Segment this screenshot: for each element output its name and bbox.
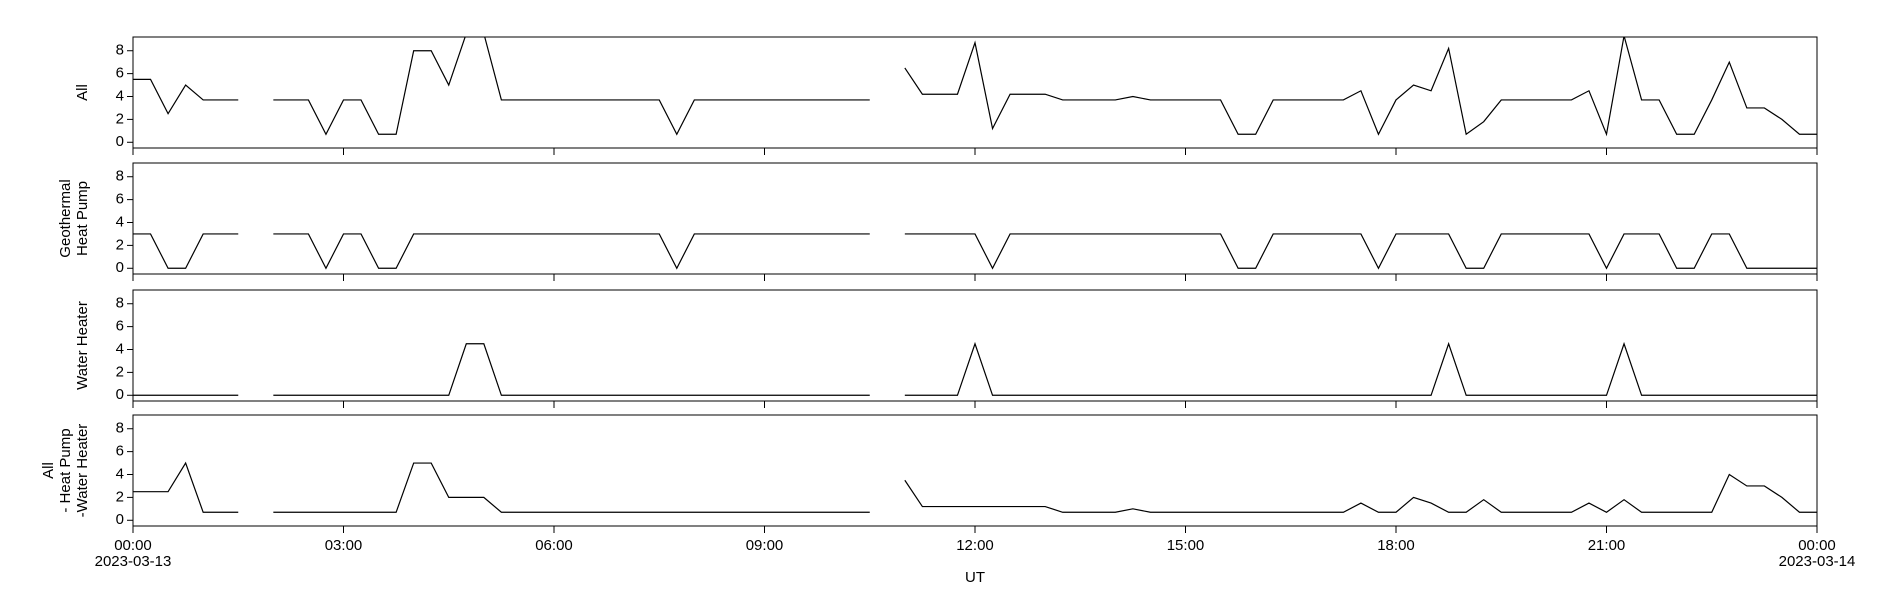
data-line bbox=[133, 233, 1817, 270]
y-tick-label: 0 bbox=[116, 259, 124, 276]
y-tick-label: 2 bbox=[116, 363, 124, 380]
x-tick-label: 15:00 bbox=[1167, 537, 1205, 554]
y-tick-label: 4 bbox=[116, 87, 124, 104]
y-axis-label: All bbox=[74, 84, 91, 101]
x-tick-label: 06:00 bbox=[535, 537, 573, 554]
data-line bbox=[133, 37, 1817, 137]
y-tick-label: 2 bbox=[116, 488, 124, 505]
y-tick-label: 8 bbox=[116, 420, 124, 437]
y-axis-label: Water Heater bbox=[74, 301, 91, 390]
y-tick-label: 4 bbox=[116, 213, 124, 230]
y-axis-label: - Heat Pump bbox=[57, 428, 74, 512]
y-axis-label: Geothermal bbox=[57, 179, 74, 257]
y-tick-label: 8 bbox=[116, 42, 124, 59]
panel-frame bbox=[132, 162, 1818, 275]
y-tick-label: 4 bbox=[116, 340, 124, 357]
x-tick-label: 03:00 bbox=[325, 537, 363, 554]
y-tick-label: 2 bbox=[116, 236, 124, 253]
data-line bbox=[133, 341, 1817, 396]
y-tick-label: 4 bbox=[116, 465, 124, 482]
y-tick-label: 2 bbox=[116, 110, 124, 127]
y-axis-label: Heat Pump bbox=[74, 181, 91, 256]
panel-frame bbox=[132, 414, 1818, 527]
y-tick-label: 6 bbox=[116, 443, 124, 460]
y-tick-label: 0 bbox=[116, 386, 124, 403]
x-tick-label: 00:00 bbox=[1798, 537, 1836, 554]
x-tick-label: 21:00 bbox=[1588, 537, 1626, 554]
x-tick-label: 18:00 bbox=[1377, 537, 1415, 554]
x-axis-label: UT bbox=[965, 569, 985, 586]
x-tick-label: 09:00 bbox=[746, 537, 784, 554]
y-tick-label: 8 bbox=[116, 295, 124, 312]
x-tick-label: 00:00 bbox=[114, 537, 152, 554]
data-line bbox=[133, 461, 1817, 513]
y-tick-label: 8 bbox=[116, 168, 124, 185]
y-tick-label: 6 bbox=[116, 318, 124, 335]
panel-frame bbox=[132, 36, 1818, 149]
y-tick-label: 0 bbox=[116, 133, 124, 150]
y-axis-label: All bbox=[40, 462, 57, 479]
y-tick-label: 0 bbox=[116, 511, 124, 528]
y-tick-label: 6 bbox=[116, 191, 124, 208]
y-tick-label: 6 bbox=[116, 65, 124, 82]
y-axis-label: -Water Heater bbox=[74, 424, 91, 518]
date-label: 2023-03-14 bbox=[1779, 553, 1856, 570]
date-label: 2023-03-13 bbox=[95, 553, 172, 570]
x-tick-label: 12:00 bbox=[956, 537, 994, 554]
